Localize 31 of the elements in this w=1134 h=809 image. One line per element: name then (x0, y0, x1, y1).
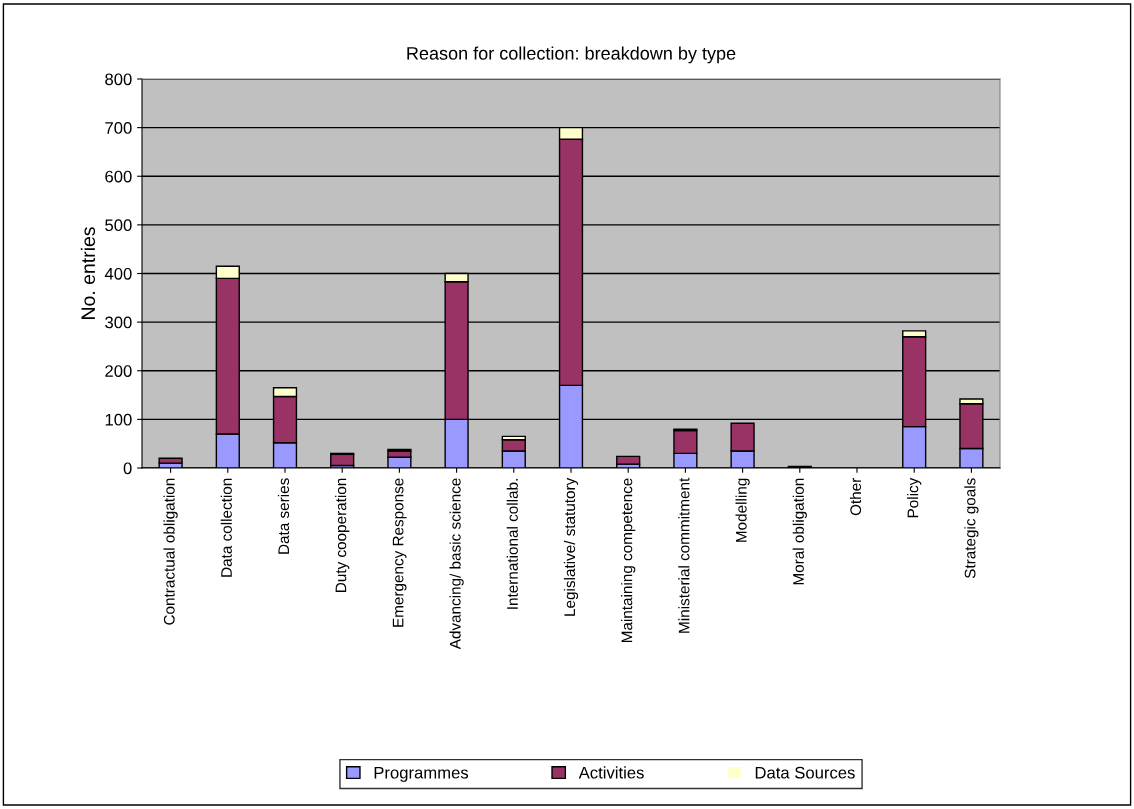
bar (158, 457, 183, 464)
x-tick-label: Other (849, 477, 862, 516)
y-tick-label: 800 (105, 73, 132, 86)
x-tick-label: Advancing/ basic science (449, 478, 464, 650)
x-tick-label: Data collection (220, 478, 232, 577)
x-tick-label: Policy (907, 477, 922, 518)
y-tick-label: 0 (123, 462, 132, 475)
y-tick-label: 700 (105, 122, 132, 134)
x-tick-label: Data series (277, 478, 290, 554)
y-axis-title: No. entries (80, 227, 96, 319)
x-tick-label: Ministerial commitment (678, 477, 690, 633)
x-tick-label: Moral obligation (792, 478, 807, 585)
legend-label: Programmes (374, 766, 469, 782)
x-tick-label: Maintaining competence (621, 478, 636, 643)
x-tick-label: Contractual obligation (163, 478, 178, 625)
x-tick-label: International collab. (506, 479, 518, 609)
y-tick-label: 200 (105, 365, 132, 377)
x-tick-label: Strategic goals (964, 478, 979, 579)
x-tick-label: Modelling (735, 478, 750, 542)
y-tick-label: 100 (105, 413, 132, 426)
legend-label: Data Sources (755, 766, 855, 779)
x-tick-label: Duty cooperation (335, 478, 350, 592)
x-tick-label: Legislative/ statutory (563, 477, 579, 616)
chart-title: Reason for collection: breakdown by type (407, 46, 736, 64)
y-tick-label: 400 (104, 267, 132, 280)
y-tick-label: 300 (105, 316, 132, 329)
legend-label: Activities (578, 766, 644, 779)
bar (616, 455, 641, 465)
x-tick-label: Emergency Response (392, 478, 407, 627)
y-tick-label: 600 (105, 170, 132, 183)
y-tick-label: 500 (105, 219, 132, 232)
